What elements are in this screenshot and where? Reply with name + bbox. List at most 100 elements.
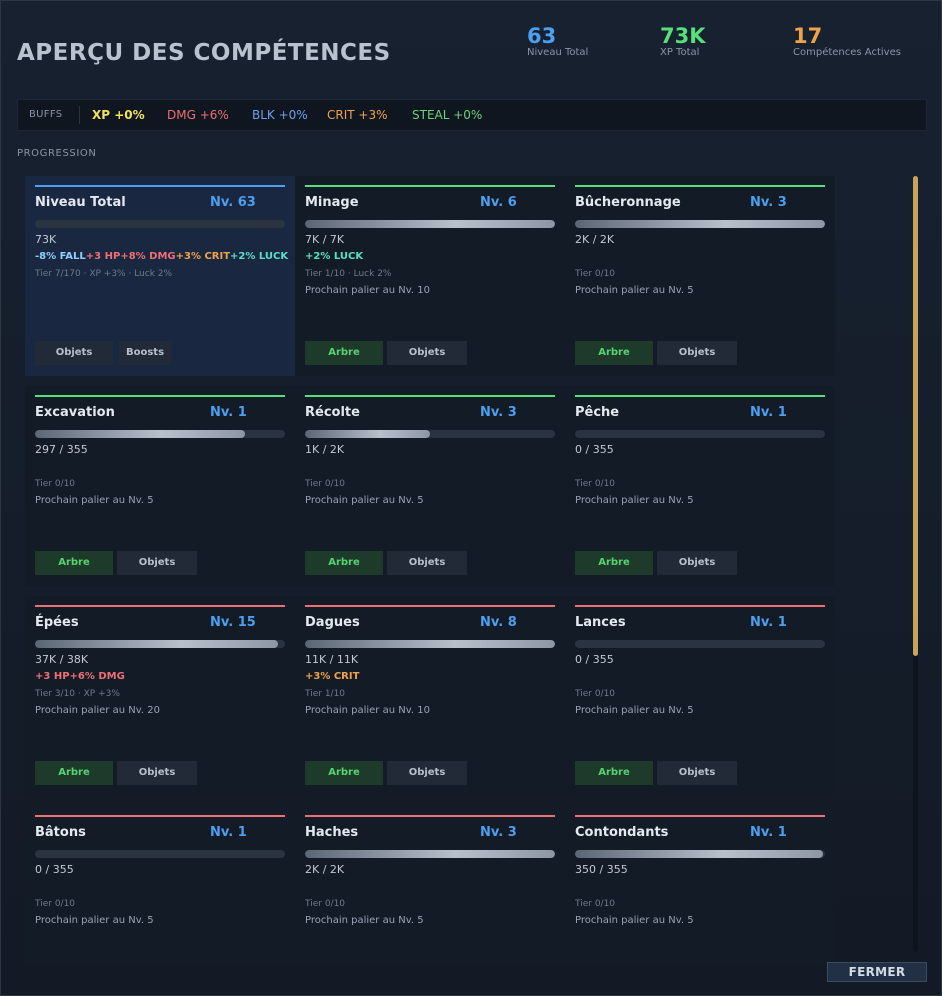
card-accent-line xyxy=(305,185,555,187)
items-button[interactable]: Objets xyxy=(657,761,737,785)
skill-progress-bar xyxy=(575,640,825,648)
skill-level: Nv. 6 xyxy=(480,195,517,210)
skill-progress-bar xyxy=(575,220,825,228)
items-button[interactable]: Objets xyxy=(387,761,467,785)
skill-card[interactable]: Minage Nv. 6 7K / 7K +2% LUCK Tier 1/10 · Lu… xyxy=(295,176,565,376)
skill-name: Haches xyxy=(305,825,359,840)
skill-card[interactable]: Épées Nv. 15 37K / 38K +3 HP+6% DMG Tier 3/1… xyxy=(25,596,295,796)
items-button[interactable]: Objets xyxy=(387,341,467,365)
skill-xp: 37K / 38K xyxy=(35,653,89,666)
skill-level: Nv. 1 xyxy=(750,615,787,630)
scrollbar-thumb[interactable] xyxy=(913,176,918,656)
skill-xp: 73K xyxy=(35,233,57,246)
tree-button[interactable]: Arbre xyxy=(575,551,653,575)
skill-level: Nv. 1 xyxy=(210,405,247,420)
items-button[interactable]: Objets xyxy=(117,551,197,575)
skill-card[interactable]: Excavation Nv. 1 297 / 355 Tier 0/10 Prochai… xyxy=(25,386,295,586)
bonus-item: +2% LUCK xyxy=(305,251,364,262)
tree-button[interactable]: Arbre xyxy=(575,341,653,365)
skill-tier: Tier 1/10 xyxy=(305,689,346,699)
skill-xp: 0 / 355 xyxy=(35,863,74,876)
skill-progress-fill xyxy=(575,220,825,228)
card-accent-line xyxy=(35,605,285,607)
divider xyxy=(79,106,80,124)
tree-button[interactable]: Arbre xyxy=(35,761,113,785)
skill-name: Excavation xyxy=(35,405,115,420)
items-button[interactable]: Objets xyxy=(35,341,113,365)
skill-progress-fill xyxy=(305,220,555,228)
skill-tier: Tier 0/10 xyxy=(575,479,616,489)
tree-button[interactable]: Arbre xyxy=(305,551,383,575)
tree-button[interactable]: Arbre xyxy=(305,341,383,365)
stat-value: 73K xyxy=(660,24,706,48)
card-accent-line xyxy=(35,815,285,817)
skill-name: Bûcheronnage xyxy=(575,195,681,210)
skill-card[interactable]: Niveau Total Nv. 63 73K -8% FALL+3 HP+8% DM… xyxy=(25,176,295,376)
skill-name: Épées xyxy=(35,615,79,630)
skill-name: Minage xyxy=(305,195,359,210)
skill-card[interactable]: Pêche Nv. 1 0 / 355 Tier 0/10 Prochain palie… xyxy=(565,386,835,586)
skill-card[interactable]: Dagues Nv. 8 11K / 11K +3% CRIT Tier 1/10 Pro… xyxy=(295,596,565,796)
skill-level: Nv. 3 xyxy=(480,405,517,420)
items-button[interactable]: Objets xyxy=(657,341,737,365)
skill-progress-bar xyxy=(305,220,555,228)
close-button[interactable]: FERMER xyxy=(827,962,927,982)
card-accent-line xyxy=(575,185,825,187)
buff-crit: CRIT +3% xyxy=(327,108,388,122)
skill-next-tier: Prochain palier au Nv. 5 xyxy=(305,915,424,926)
stat-label: Niveau Total xyxy=(527,47,589,58)
skill-name: Contondants xyxy=(575,825,669,840)
card-accent-line xyxy=(35,395,285,397)
stat-label: Compétences Actives xyxy=(793,47,901,58)
skill-bonuses: -8% FALL+3 HP+8% DMG+3% CRIT+2% LUCK xyxy=(35,251,288,262)
bonus-item: +8% DMG xyxy=(120,251,176,262)
skill-next-tier: Prochain palier au Nv. 5 xyxy=(575,285,694,296)
skill-card[interactable]: Lances Nv. 1 0 / 355 Tier 0/10 Prochain pali… xyxy=(565,596,835,796)
card-accent-line xyxy=(35,185,285,187)
boosts-button[interactable]: Boosts xyxy=(119,341,171,365)
skill-tier: Tier 7/170 · XP +3% · Luck 2% xyxy=(35,269,173,279)
skill-tier: Tier 0/10 xyxy=(35,479,76,489)
skill-xp: 0 / 355 xyxy=(575,653,614,666)
skill-bonuses: +3% CRIT xyxy=(305,671,359,682)
card-accent-line xyxy=(575,605,825,607)
items-button[interactable]: Objets xyxy=(387,551,467,575)
skill-next-tier: Prochain palier au Nv. 5 xyxy=(575,495,694,506)
items-button[interactable]: Objets xyxy=(117,761,197,785)
skill-level: Nv. 3 xyxy=(480,825,517,840)
card-accent-line xyxy=(575,815,825,817)
items-button[interactable]: Objets xyxy=(657,551,737,575)
skill-xp: 350 / 355 xyxy=(575,863,628,876)
skill-progress-fill xyxy=(35,640,278,648)
skill-card[interactable]: Bâtons Nv. 1 0 / 355 Tier 0/10 Prochain pali… xyxy=(25,806,295,966)
stat-total-xp: 73K XP Total xyxy=(660,24,706,58)
stat-active-skills: 17 Compétences Actives xyxy=(793,24,901,58)
skill-card[interactable]: Haches Nv. 3 2K / 2K Tier 0/10 Prochain pali… xyxy=(295,806,565,966)
skill-level: Nv. 15 xyxy=(210,615,256,630)
bonus-item: +3% CRIT xyxy=(175,251,231,262)
skill-tier: Tier 1/10 · Luck 2% xyxy=(305,269,392,279)
skill-next-tier: Prochain palier au Nv. 5 xyxy=(305,495,424,506)
skill-next-tier: Prochain palier au Nv. 10 xyxy=(305,285,430,296)
buff-steal: STEAL +0% xyxy=(412,108,483,122)
skill-card[interactable]: Bûcheronnage Nv. 3 2K / 2K Tier 0/10 Prochai… xyxy=(565,176,835,376)
tree-button[interactable]: Arbre xyxy=(575,761,653,785)
tree-button[interactable]: Arbre xyxy=(35,551,113,575)
skill-progress-fill xyxy=(35,430,245,438)
progression-label: PROGRESSION xyxy=(17,148,97,159)
skill-next-tier: Prochain palier au Nv. 5 xyxy=(35,495,154,506)
tree-button[interactable]: Arbre xyxy=(305,761,383,785)
skill-progress-fill xyxy=(305,850,555,858)
card-accent-line xyxy=(305,395,555,397)
skill-name: Bâtons xyxy=(35,825,86,840)
skill-name: Récolte xyxy=(305,405,360,420)
card-accent-line xyxy=(305,605,555,607)
skill-card[interactable]: Récolte Nv. 3 1K / 2K Tier 0/10 Prochain pal… xyxy=(295,386,565,586)
skill-bonuses: +3 HP+6% DMG xyxy=(35,671,125,682)
stat-value: 63 xyxy=(527,24,557,48)
card-accent-line xyxy=(575,395,825,397)
bonus-item: +3 HP xyxy=(85,251,121,262)
skill-card[interactable]: Contondants Nv. 1 350 / 355 Tier 0/10 Procha… xyxy=(565,806,835,966)
buff-blk: BLK +0% xyxy=(252,108,308,122)
skill-progress-bar xyxy=(575,850,825,858)
